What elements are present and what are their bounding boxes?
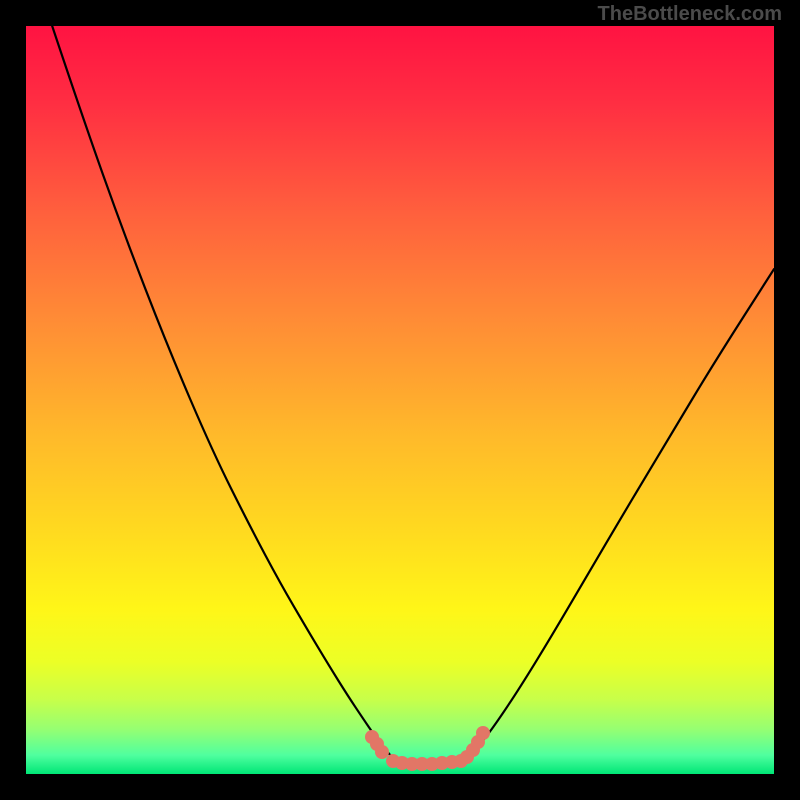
watermark-text: TheBottleneck.com <box>598 3 782 26</box>
curve-layer <box>26 26 774 774</box>
marker-point <box>476 726 490 740</box>
left-curve <box>52 26 398 762</box>
right-curve <box>462 269 774 762</box>
plot-area <box>26 26 774 774</box>
